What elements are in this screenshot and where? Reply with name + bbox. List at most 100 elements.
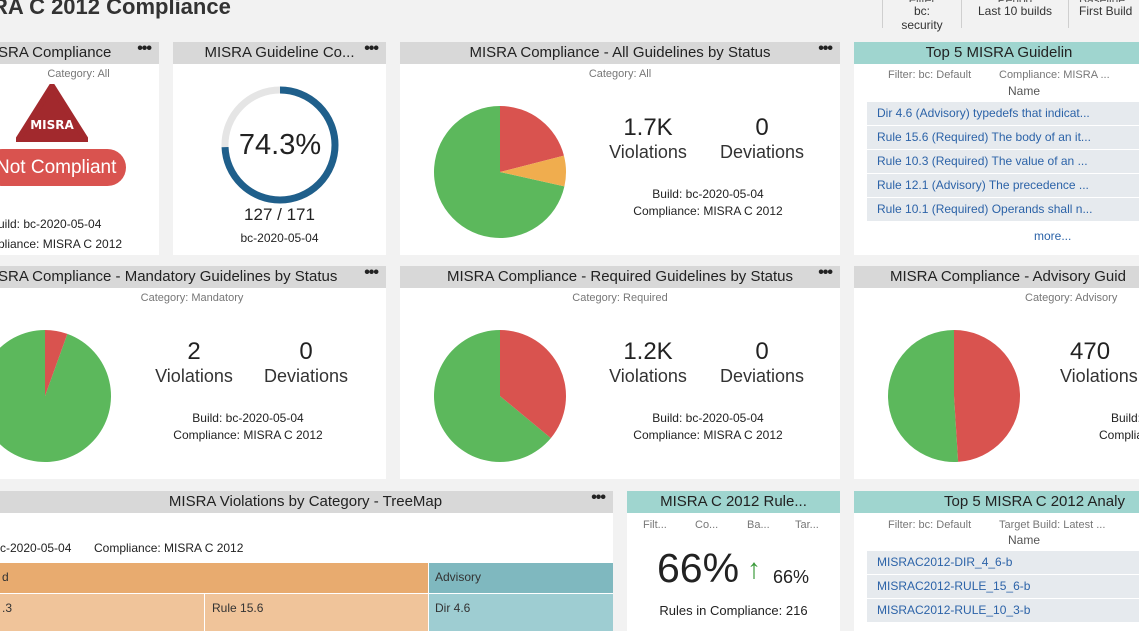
treemap-cell-label: .3 [2, 601, 13, 615]
compliance-widget-header: SRA Compliance ••• [0, 42, 159, 64]
violations-stat: 1.2K Violations [596, 338, 700, 387]
treemap-widget: MISRA Violations by Category - TreeMap •… [0, 491, 613, 631]
category-label: Category: Required [572, 292, 668, 304]
violations-label: Violations [609, 142, 687, 162]
pie-slice-violations[interactable] [500, 106, 564, 172]
treemap-cell-rule-13[interactable]: .3 [0, 594, 204, 631]
treemap-cell-dir-4-6[interactable]: Dir 4.6 [429, 594, 613, 631]
build-text: uild: bc-2020-05-04 [0, 217, 102, 231]
analysis-list: MISRAC2012-DIR_4_6-b MISRAC2012-RULE_15_… [867, 551, 1139, 623]
top5-guidelines-widget: Top 5 MISRA Guidelin Filter: bc: Default… [854, 42, 1139, 255]
required-title: MISRA Compliance - Required Guidelines b… [447, 268, 793, 285]
list-item[interactable]: MISRAC2012-DIR_4_6-b [867, 551, 1139, 574]
build-text: Build: bc-2020-05-04 [192, 411, 304, 425]
widget-menu-icon[interactable]: ••• [591, 491, 606, 506]
violations-value: 1.2K [623, 338, 673, 365]
column-header: Ba... [747, 519, 770, 531]
all-guidelines-header: MISRA Compliance - All Guidelines by Sta… [400, 42, 840, 64]
compliance-text: Compliance: MISRA ... [999, 69, 1110, 81]
filter-item[interactable]: Filter bc: security [882, 0, 961, 32]
compliance-text: Compliance: MISRA C 2012 [633, 204, 783, 218]
build-text: Build: bc-2020-05-04 [652, 187, 764, 201]
compliance-text: Compliance: MISRA C 2012 [94, 541, 244, 555]
trend-percent: 66% [773, 567, 810, 587]
period-item[interactable]: Period Last 10 builds [961, 0, 1068, 28]
deviations-value: 0 [755, 338, 769, 365]
violations-stat: 2 Violations [142, 338, 246, 387]
widget-menu-icon[interactable]: ••• [137, 42, 152, 57]
compliance-text: Compliance: MISRA C 2012 [173, 428, 323, 442]
list-item[interactable]: Rule 12.1 (Advisory) The precedence ... [867, 174, 1139, 197]
pie-slice-compliant[interactable] [0, 330, 111, 462]
mandatory-header: SRA Compliance - Mandatory Guidelines by… [0, 266, 386, 288]
guideline-widget-header: MISRA Guideline Co... ••• [173, 42, 386, 64]
list-item[interactable]: MISRAC2012-RULE_10_3-b [867, 599, 1139, 622]
rules-in-compliance: Rules in Compliance: 216 [659, 603, 808, 618]
rule-compliance-header: MISRA C 2012 Rule... [627, 491, 840, 513]
category-label: Category: Mandatory [140, 292, 244, 304]
compliance-info: uild: bc-2020-05-04 pliance: MISRA C 201… [0, 214, 122, 254]
pie-slice-compliant[interactable] [434, 106, 565, 238]
treemap-cell-rule-15-6[interactable]: Rule 15.6 [205, 594, 428, 631]
pie-slice-violations[interactable] [500, 330, 566, 439]
pie-slice-violations[interactable] [954, 330, 1021, 462]
target-build-text: Target Build: Latest ... [999, 519, 1106, 531]
mandatory-pie [0, 330, 111, 462]
compliance-text: Compliance: MISRA C 2012 [633, 428, 783, 442]
widget-menu-icon[interactable]: ••• [364, 266, 379, 281]
treemap-cell-required[interactable]: d [0, 563, 428, 593]
baseline-item[interactable]: Baseline First Build [1068, 0, 1139, 28]
required-pie [434, 330, 566, 462]
advisory-title: MISRA Compliance - Advisory Guid [890, 268, 1126, 285]
guideline-count: 127 / 171 [244, 205, 315, 224]
violations-label: Violations [1060, 366, 1138, 386]
deviations-stat: 0 Deviations [254, 338, 358, 387]
pie-slice-other[interactable] [500, 155, 566, 187]
all-guidelines-widget: MISRA Compliance - All Guidelines by Sta… [400, 42, 840, 255]
more-link[interactable]: more... [1034, 229, 1072, 243]
category-label: Category: All [47, 68, 110, 80]
page-title: RA C 2012 Compliance [0, 0, 231, 19]
deviations-value: 0 [299, 338, 313, 365]
widget-menu-icon[interactable]: ••• [364, 42, 379, 57]
compliance-widget: SRA Compliance ••• Category: All MISRA N… [0, 42, 159, 255]
column-header: Name [1007, 84, 1040, 98]
widget-menu-icon[interactable]: ••• [818, 266, 833, 281]
guideline-build: bc-2020-05-04 [240, 231, 319, 245]
pie-slice-compliant[interactable] [434, 330, 551, 462]
required-guidelines-widget: MISRA Compliance - Required Guidelines b… [400, 266, 840, 479]
list-item[interactable]: Rule 10.1 (Required) Operands shall n... [867, 198, 1139, 221]
top5-analysis-header: Top 5 MISRA C 2012 Analy [854, 491, 1139, 513]
treemap-cell-label: Dir 4.6 [435, 601, 471, 615]
list-item[interactable]: Rule 15.6 (Required) The body of an it..… [867, 126, 1139, 149]
violations-label: Violations [155, 366, 233, 386]
pie-slice-violations[interactable] [45, 330, 68, 396]
build-info: Build: bc-2020-05-04 Compliance: MISRA C… [136, 410, 360, 444]
category-label: Category: All [588, 68, 652, 80]
deviations-label: Deviations [263, 366, 349, 386]
build-info: Build: b Complianc [1099, 410, 1139, 444]
build-info: Build: bc-2020-05-04 Compliance: MISRA C… [596, 186, 820, 220]
list-item[interactable]: MISRAC2012-RULE_15_6-b [867, 575, 1139, 598]
top5-analysis-title: Top 5 MISRA C 2012 Analy [944, 493, 1125, 510]
top5-analysis-widget: Top 5 MISRA C 2012 Analy Filter: bc: Def… [854, 491, 1139, 631]
list-item[interactable]: Dir 4.6 (Advisory) typedefs that indicat… [867, 102, 1139, 125]
list-item[interactable]: Rule 10.3 (Required) The value of an ... [867, 150, 1139, 173]
deviations-stat: 0 Deviations [710, 338, 814, 387]
pie-slice-compliant[interactable] [888, 330, 959, 462]
treemap-title: MISRA Violations by Category - TreeMap [168, 493, 443, 510]
deviations-label: Deviations [719, 142, 805, 162]
rule-compliance-title: MISRA C 2012 Rule... [660, 493, 807, 510]
treemap-cell-label: Rule 15.6 [212, 601, 264, 615]
misra-logo: MISRA [16, 84, 88, 142]
filter-value: bc: security [901, 4, 943, 32]
compliance-gauge: 74.3% [221, 86, 339, 204]
filter-text: Filter: bc: Default [888, 519, 972, 531]
baseline-key: Baseline [1079, 0, 1139, 2]
column-header: Tar... [795, 519, 819, 531]
violations-value: 1.7K [623, 114, 673, 141]
treemap-cell-advisory[interactable]: Advisory [429, 563, 613, 593]
widget-menu-icon[interactable]: ••• [818, 42, 833, 57]
category-label: Category: Advisory [1025, 292, 1118, 304]
deviations-value: 0 [755, 114, 769, 141]
